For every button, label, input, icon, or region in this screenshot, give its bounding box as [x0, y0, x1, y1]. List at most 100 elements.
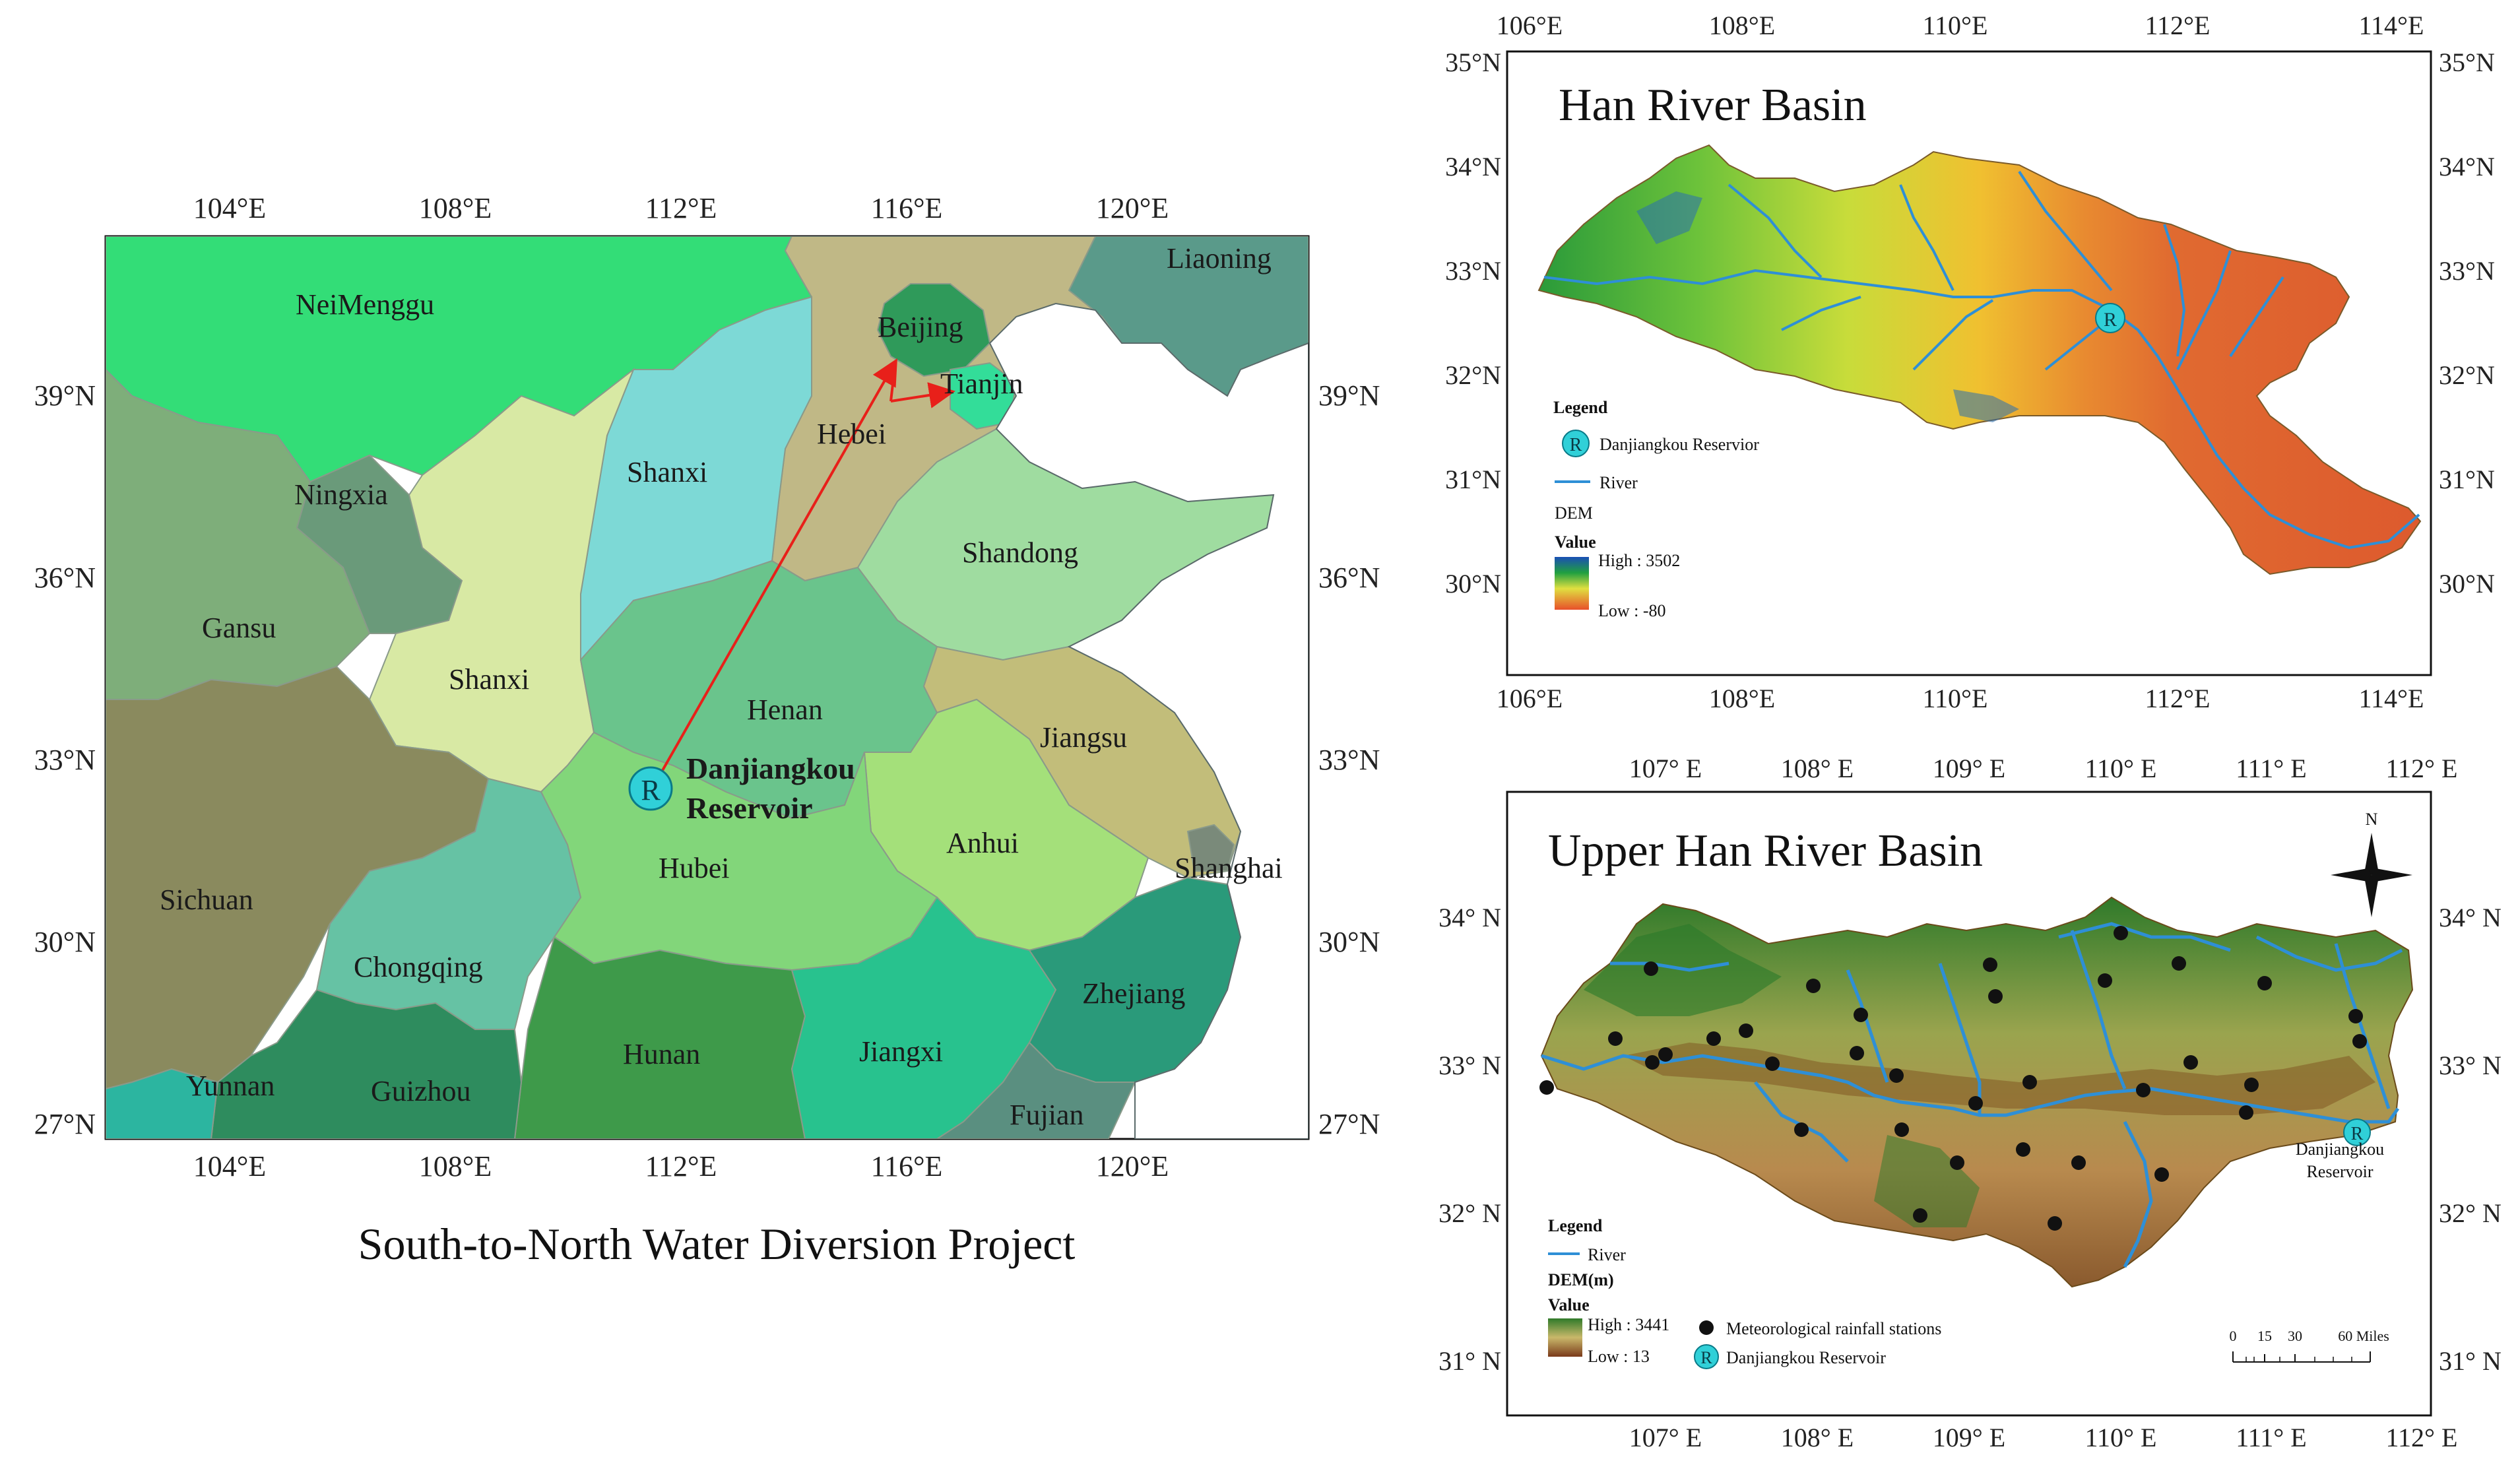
province-guizhou	[210, 988, 523, 1139]
label-hebei: Hebei	[817, 418, 886, 450]
label-neimenggu: NeiMenggu	[296, 288, 434, 321]
lat-tick: 35°N	[2439, 48, 2495, 77]
lat-tick: 34° N	[1438, 903, 1501, 932]
station-dot	[1988, 989, 2003, 1004]
lon-tick: 111° E	[2236, 1423, 2306, 1452]
lon-tick: 110° E	[2085, 1423, 2157, 1452]
lat-tick: 31°N	[2439, 465, 2495, 494]
north-label: N	[2366, 810, 2378, 829]
label-sichuan: Sichuan	[160, 884, 253, 916]
lat-tick: 31° N	[1438, 1346, 1501, 1376]
lon-tick: 107° E	[1629, 1423, 1702, 1452]
station-dot	[1706, 1031, 1721, 1046]
station-dot	[1950, 1155, 1964, 1170]
label-fujian: Fujian	[1010, 1099, 1083, 1131]
station-dot	[1658, 1047, 1673, 1062]
lat-tick: 39°N	[1318, 379, 1380, 412]
station-dot	[2071, 1155, 2086, 1170]
upper-stations	[1539, 926, 2367, 1231]
station-dot	[2348, 1009, 2363, 1023]
lat-tick: 27°N	[1318, 1108, 1380, 1140]
label-liaoning: Liaoning	[1167, 242, 1272, 275]
province-yunnan	[106, 1068, 219, 1139]
lon-tick: 104°E	[193, 192, 266, 224]
label-zhejiang: Zhejiang	[1082, 977, 1185, 1010]
station-dot	[1983, 957, 1997, 972]
station-dot	[2098, 973, 2112, 988]
label-hunan: Hunan	[623, 1038, 700, 1070]
left-reservoir-marker: R	[628, 766, 673, 811]
han-legend-low: Low : -80	[1598, 601, 1666, 620]
label-beijing: Beijing	[878, 311, 963, 343]
upper-legend-low: Low : 13	[1588, 1347, 1650, 1366]
lat-tick: 32°N	[1445, 360, 1501, 390]
upper-legend-dem: DEM(m)	[1548, 1270, 1614, 1289]
station-dot	[1850, 1046, 1864, 1060]
reservoir-symbol-han: R	[2104, 309, 2117, 331]
station-dot	[2136, 1083, 2150, 1097]
lon-tick: 110°E	[1923, 11, 1988, 40]
lat-tick: 36°N	[1318, 562, 1380, 594]
han-reservoir-marker: R	[2095, 303, 2125, 333]
lat-tick: 35°N	[1445, 48, 1501, 77]
han-legend-river: River	[1599, 473, 1638, 492]
sea	[988, 302, 1308, 1139]
lon-tick: 110° E	[2085, 754, 2157, 783]
station-dot	[2022, 1075, 2037, 1089]
lon-tick: 112°E	[645, 192, 717, 224]
lat-tick: 33°N	[1318, 744, 1380, 776]
label-tianjin: Tianjin	[940, 368, 1023, 400]
lon-tick: 104°E	[193, 1150, 266, 1182]
station-dot	[1968, 1096, 1983, 1111]
han-lat-ticks-right: 35°N 34°N 33°N 32°N 31°N 30°N	[2439, 48, 2495, 599]
left-lon-ticks-top: 104°E 108°E 112°E 116°E 120°E	[193, 192, 1169, 224]
station-dot	[1608, 1031, 1623, 1046]
lon-tick: 112°E	[2145, 11, 2211, 40]
station-dot	[1913, 1208, 1927, 1223]
label-chongqing: Chongqing	[354, 951, 483, 983]
lat-tick: 39°N	[34, 379, 96, 412]
label-gansu: Gansu	[202, 612, 276, 644]
lon-tick: 112° E	[2386, 1423, 2458, 1452]
lon-tick: 112° E	[2386, 754, 2458, 783]
station-dot	[1794, 1122, 1809, 1137]
upper-ridge	[1623, 1043, 2375, 1115]
left-reservoir-label-1: Danjiangkou	[686, 752, 855, 785]
lon-tick: 112°E	[2145, 684, 2211, 713]
han-legend-colorbar	[1555, 557, 1589, 610]
lon-tick: 108°E	[1709, 11, 1775, 40]
lon-tick: 108° E	[1781, 754, 1854, 783]
upper-reservoir-label-2: Reservoir	[2306, 1162, 2373, 1181]
reservoir-symbol-left: R	[641, 774, 661, 806]
label-ningxia: Ningxia	[294, 478, 388, 511]
label-hubei: Hubei	[659, 852, 730, 884]
lon-tick: 108°E	[419, 192, 492, 224]
station-dot	[2114, 926, 2128, 940]
station-dot	[1889, 1068, 1904, 1083]
station-dot	[2048, 1216, 2062, 1231]
station-dot	[2183, 1055, 2198, 1070]
lon-tick: 120°E	[1096, 1150, 1169, 1182]
han-highlands	[1953, 389, 2019, 422]
lon-tick: 106°E	[1497, 11, 1563, 40]
label-jiangsu: Jiangsu	[1040, 721, 1127, 754]
left-lon-ticks-bottom: 104°E 108°E 112°E 116°E 120°E	[193, 1150, 1169, 1182]
lon-tick: 109° E	[1933, 754, 2005, 783]
lon-tick: 108°E	[1709, 684, 1775, 713]
upper-legend-river: River	[1588, 1245, 1626, 1264]
han-basin-dem	[1537, 144, 2422, 575]
lat-tick: 33° N	[1438, 1051, 1501, 1080]
lat-tick: 34° N	[2439, 903, 2502, 932]
station-dot	[1765, 1056, 1780, 1071]
label-guizhou: Guizhou	[371, 1075, 471, 1107]
lat-tick: 33° N	[2439, 1051, 2502, 1080]
lat-tick: 32° N	[2439, 1198, 2502, 1228]
han-lat-ticks-left: 35°N 34°N 33°N 32°N 31°N 30°N	[1445, 48, 1501, 599]
lat-tick: 31° N	[2439, 1346, 2502, 1376]
station-dot	[1894, 1122, 1909, 1137]
scale-label: 30	[2288, 1328, 2302, 1344]
han-legend-high: High : 3502	[1598, 551, 1680, 570]
label-anhui: Anhui	[946, 827, 1019, 859]
upper-rivers	[1541, 922, 2403, 1268]
